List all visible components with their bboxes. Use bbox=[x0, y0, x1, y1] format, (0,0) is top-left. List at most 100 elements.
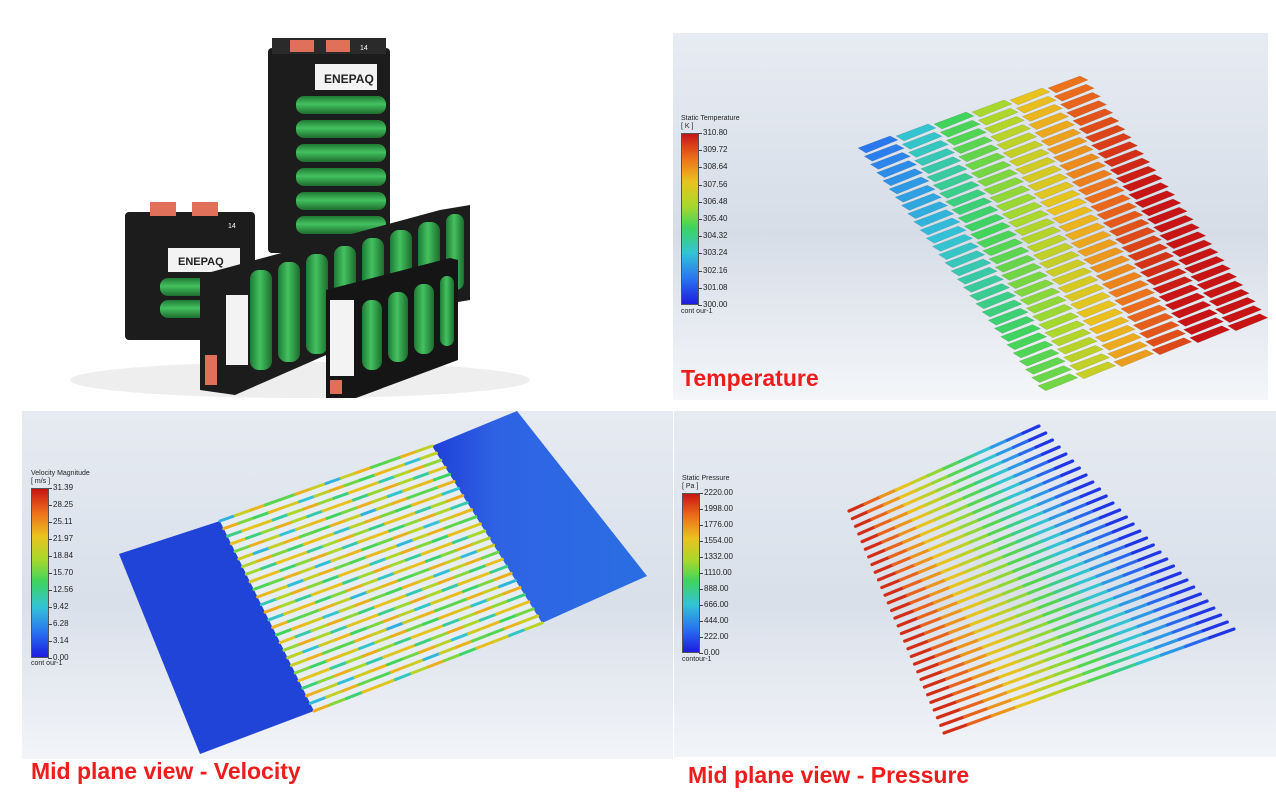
velocity-streak bbox=[369, 627, 390, 637]
pressure-channel-segment bbox=[1113, 587, 1139, 600]
pressure-channel-segment bbox=[939, 715, 967, 727]
velocity-streak bbox=[344, 513, 364, 522]
pressure-channel-segment bbox=[1124, 602, 1151, 614]
pressure-channel-segment bbox=[886, 593, 910, 605]
pressure-channel-segment bbox=[929, 692, 956, 704]
pressure-channel-segment bbox=[942, 722, 970, 735]
temperature-cell bbox=[987, 307, 1029, 326]
temperature-cell bbox=[1189, 325, 1231, 344]
pressure-channel-segment bbox=[992, 532, 1015, 544]
temperature-cell bbox=[1000, 324, 1042, 342]
temperature-cell bbox=[1065, 161, 1107, 180]
velocity-streak bbox=[397, 573, 417, 582]
pressure-channel-segment bbox=[952, 585, 976, 597]
velocity-streak bbox=[287, 542, 306, 552]
pressure-channel-segment bbox=[963, 706, 991, 719]
temperature-cell bbox=[996, 132, 1038, 151]
pressure-channel-segment bbox=[884, 540, 906, 552]
velocity-streak bbox=[353, 527, 372, 537]
temperature-cell bbox=[1031, 304, 1074, 322]
velocity-streak bbox=[478, 612, 499, 622]
pressure-channel-segment bbox=[1110, 551, 1135, 563]
temperature-cell bbox=[1051, 267, 1093, 286]
velocity-streak bbox=[407, 525, 427, 534]
pressure-channel-segment bbox=[1030, 628, 1056, 640]
pressure-channel-segment bbox=[894, 481, 914, 492]
legend-tick-label: 305.40 bbox=[697, 214, 728, 223]
pressure-channel-segment bbox=[935, 481, 956, 492]
velocity-streak bbox=[385, 586, 405, 596]
temperature-cell bbox=[1031, 365, 1073, 383]
pressure-channel-segment bbox=[1062, 634, 1089, 646]
velocity-streak bbox=[430, 499, 449, 509]
pressure-channel-segment bbox=[1052, 545, 1076, 557]
velocity-streak bbox=[451, 535, 471, 545]
velocity-streak bbox=[244, 567, 264, 576]
legend-tick-label: 31.39 bbox=[47, 483, 74, 492]
velocity-streak bbox=[480, 550, 500, 560]
temperature-caption: Temperature bbox=[681, 365, 819, 391]
pressure-contour-plot bbox=[847, 424, 1236, 735]
legend-tick-label: 888.00 bbox=[698, 584, 729, 593]
velocity-midplane bbox=[119, 411, 647, 754]
temperature-cell bbox=[995, 193, 1037, 212]
velocity-streak bbox=[386, 621, 406, 631]
velocity-streak bbox=[340, 505, 360, 515]
velocity-streak bbox=[275, 555, 295, 565]
velocity-streak bbox=[334, 632, 354, 642]
temperature-cell bbox=[900, 193, 943, 211]
pressure-channel-segment bbox=[1017, 568, 1041, 581]
velocity-streak bbox=[353, 633, 373, 643]
velocity-streak bbox=[348, 520, 368, 530]
pressure-channel-segment bbox=[1063, 560, 1087, 572]
velocity-streak bbox=[418, 609, 438, 619]
velocity-streak bbox=[306, 544, 326, 554]
legend-footer: contour-1 bbox=[682, 656, 712, 663]
temperature-cell bbox=[1151, 337, 1193, 356]
pressure-channel-segment bbox=[1159, 607, 1186, 620]
pressure-channel-segment bbox=[1006, 591, 1031, 603]
pressure-channel-segment bbox=[1090, 633, 1117, 645]
pressure-channel-segment bbox=[1087, 670, 1115, 683]
velocity-streak bbox=[434, 603, 454, 613]
velocity-streak bbox=[410, 630, 430, 640]
velocity-streak bbox=[302, 608, 322, 618]
pressure-channel-segment bbox=[847, 502, 867, 513]
velocity-streak bbox=[371, 494, 390, 504]
velocity-streak bbox=[310, 552, 330, 561]
pressure-channel-segment bbox=[1136, 616, 1163, 628]
pressure-channel-segment bbox=[1102, 610, 1128, 622]
velocity-streak bbox=[306, 580, 326, 589]
pressure-channel-segment bbox=[1156, 571, 1182, 583]
velocity-streak bbox=[393, 600, 413, 610]
temperature-cell bbox=[1050, 328, 1092, 347]
velocity-streak bbox=[305, 651, 325, 661]
temperature-cell bbox=[971, 99, 1013, 118]
velocity-streak bbox=[263, 604, 283, 614]
legend-tick-label: 310.80 bbox=[697, 128, 728, 137]
temperature-cell bbox=[931, 234, 974, 252]
velocity-streak bbox=[322, 538, 341, 548]
pressure-channel-segment bbox=[1039, 642, 1066, 655]
velocity-streak bbox=[409, 559, 428, 569]
velocity-streak bbox=[233, 508, 252, 518]
temperature-cell bbox=[1145, 329, 1187, 347]
pressure-channel-segment bbox=[1101, 573, 1126, 585]
pressure-channel-segment bbox=[1001, 481, 1023, 493]
velocity-streak bbox=[313, 666, 333, 676]
velocity-streak bbox=[329, 660, 349, 670]
pressure-channel-segment bbox=[1107, 617, 1134, 630]
velocity-streak bbox=[318, 602, 338, 612]
velocity-streak bbox=[458, 611, 478, 621]
pressure-channel-segment bbox=[968, 532, 991, 544]
velocity-streak bbox=[325, 653, 345, 663]
velocity-streak bbox=[466, 591, 486, 601]
velocity-streak bbox=[415, 444, 434, 453]
pressure-channel-segment bbox=[1036, 495, 1059, 507]
pressure-channel-segment bbox=[863, 540, 885, 551]
pressure-channel-segment bbox=[1025, 620, 1051, 633]
velocity-streak bbox=[414, 637, 434, 647]
velocity-streak bbox=[345, 690, 365, 700]
temperature-cell bbox=[932, 172, 974, 191]
pressure-channel-segment bbox=[994, 614, 1020, 626]
